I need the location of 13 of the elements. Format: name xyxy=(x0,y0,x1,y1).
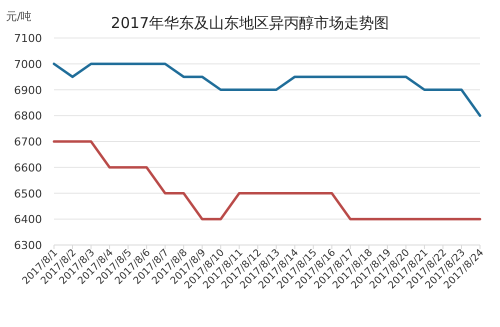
chart-title: 2017年华东及山东地区异丙醇市场走势图 xyxy=(110,14,390,32)
y-tick-label: 6900 xyxy=(14,84,42,97)
y-tick-label: 6400 xyxy=(14,213,42,226)
line-series xyxy=(52,62,482,117)
y-tick-label: 6700 xyxy=(14,136,42,148)
line-series xyxy=(52,140,482,220)
y-tick-label: 7000 xyxy=(14,58,42,71)
y-tick-label: 6300 xyxy=(14,239,42,252)
y-tick-label: 6500 xyxy=(14,187,42,200)
y-axis-title: 元/吨 xyxy=(6,10,32,23)
y-tick-label: 6800 xyxy=(14,110,42,123)
y-tick-label: 6600 xyxy=(14,161,42,174)
y-tick-label: 7100 xyxy=(14,32,42,45)
